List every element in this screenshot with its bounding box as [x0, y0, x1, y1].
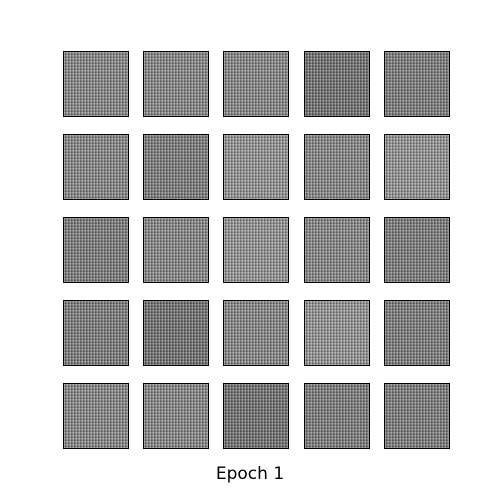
generated-image-tile: [143, 383, 209, 449]
generated-image-tile: [384, 300, 450, 366]
generated-image-tile: [143, 134, 209, 200]
generated-image-tile: [304, 300, 370, 366]
generated-image-tile: [304, 51, 370, 117]
generated-image-tile: [223, 134, 289, 200]
generated-image-tile: [63, 51, 129, 117]
generated-image-tile: [223, 300, 289, 366]
generated-image-tile: [223, 383, 289, 449]
figure-caption: Epoch 1: [215, 464, 285, 484]
generated-image-tile: [384, 383, 450, 449]
generated-image-tile: [143, 51, 209, 117]
generated-image-tile: [63, 134, 129, 200]
generated-image-tile: [63, 217, 129, 283]
generated-image-tile: [384, 217, 450, 283]
generated-image-tile: [143, 217, 209, 283]
generated-image-tile: [304, 383, 370, 449]
generated-image-tile: [384, 134, 450, 200]
generated-image-tile: [143, 300, 209, 366]
generated-image-tile: [304, 134, 370, 200]
generated-image-tile: [63, 383, 129, 449]
generated-image-tile: [223, 217, 289, 283]
generated-image-tile: [63, 300, 129, 366]
generated-image-tile: [223, 51, 289, 117]
generated-image-tile: [384, 51, 450, 117]
generated-image-tile: [304, 217, 370, 283]
